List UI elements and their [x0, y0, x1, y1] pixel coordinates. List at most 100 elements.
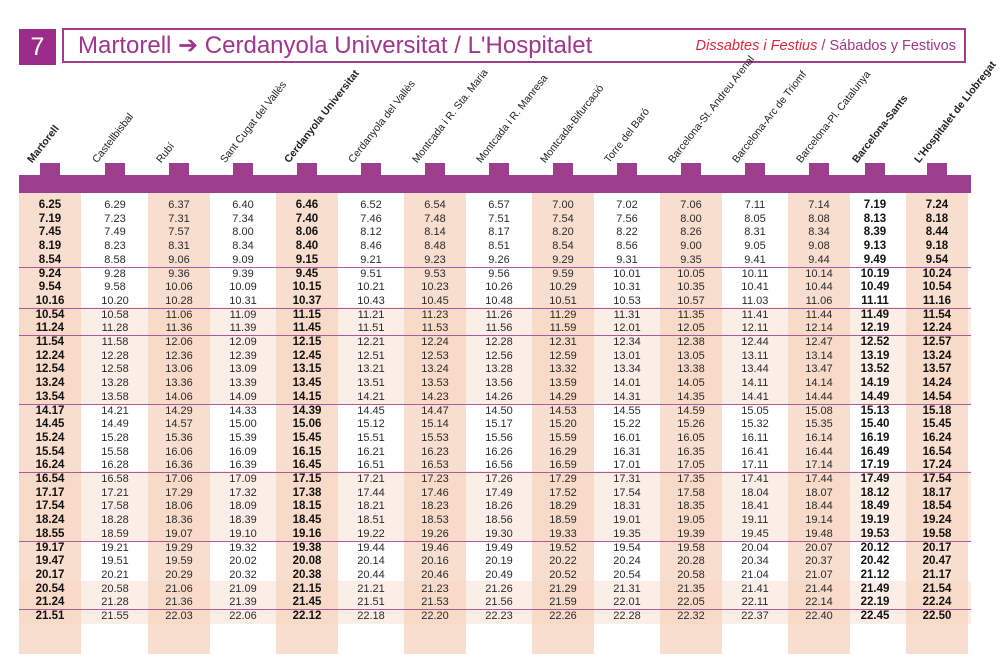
time-cell: 16.44 — [805, 445, 833, 458]
time-cell: 15.13 — [860, 404, 890, 417]
time-cell: 16.21 — [357, 445, 385, 458]
station-header: Castellbisbal — [90, 111, 137, 166]
time-cell: 14.47 — [421, 404, 449, 417]
time-cell: 19.45 — [741, 527, 769, 540]
group-divider — [19, 540, 971, 542]
time-cell: 19.14 — [805, 514, 833, 527]
time-cell: 9.13 — [863, 240, 887, 253]
time-cell: 16.19 — [860, 431, 890, 444]
time-cell: 21.53 — [421, 596, 449, 609]
time-cell: 7.34 — [232, 212, 254, 225]
time-cell: 15.20 — [549, 418, 577, 431]
time-cell: 19.33 — [549, 527, 577, 540]
time-cell: 7.14 — [808, 199, 830, 211]
time-cell: 18.51 — [357, 514, 385, 527]
time-cell: 18.07 — [805, 486, 833, 499]
time-cell: 6.57 — [488, 199, 510, 211]
time-cell: 19.22 — [357, 527, 385, 540]
time-cell: 14.59 — [677, 404, 705, 417]
time-cell: 10.20 — [101, 294, 129, 307]
time-cell: 13.05 — [677, 349, 705, 362]
time-cell: 9.41 — [744, 253, 766, 266]
time-cell: 9.28 — [104, 267, 126, 280]
time-cell: 18.06 — [165, 500, 193, 513]
time-cell: 10.29 — [549, 281, 577, 294]
time-cell: 9.29 — [552, 253, 574, 266]
days-separator: / — [821, 38, 826, 54]
time-cell: 7.48 — [424, 212, 446, 225]
time-cell: 19.26 — [421, 527, 449, 540]
time-cell: 11.54 — [35, 336, 65, 348]
column-shade — [19, 193, 81, 654]
time-cell: 9.39 — [232, 267, 254, 280]
time-cell: 9.05 — [744, 240, 766, 253]
time-cell: 7.45 — [38, 226, 62, 239]
time-cell: 18.54 — [922, 500, 952, 513]
time-cell: 11.58 — [101, 336, 129, 348]
time-cell: 9.35 — [680, 253, 702, 266]
time-cell: 18.36 — [165, 514, 193, 527]
time-cell: 6.52 — [360, 199, 382, 211]
time-cell: 22.26 — [549, 610, 577, 622]
time-cell: 18.28 — [101, 514, 129, 527]
time-cell: 7.56 — [616, 212, 638, 225]
time-cell: 21.35 — [677, 582, 705, 595]
time-cell: 15.45 — [292, 431, 322, 444]
time-cell: 13.59 — [549, 377, 577, 390]
time-cell: 10.24 — [922, 267, 952, 280]
time-cell: 18.26 — [485, 500, 513, 513]
time-cell: 14.19 — [860, 377, 890, 390]
time-cell: 21.31 — [613, 582, 641, 595]
time-cell: 10.53 — [613, 294, 641, 307]
time-cell: 9.21 — [360, 253, 382, 266]
time-cell: 17.46 — [421, 486, 449, 499]
time-cell: 8.56 — [616, 240, 638, 253]
time-cell: 7.19 — [38, 212, 62, 225]
time-cell: 17.21 — [357, 473, 385, 485]
time-cell: 14.39 — [292, 404, 322, 417]
time-cell: 8.08 — [808, 212, 830, 225]
time-cell: 17.58 — [677, 486, 705, 499]
time-cell: 10.58 — [101, 308, 129, 321]
time-cell: 18.44 — [805, 500, 833, 513]
time-cell: 10.44 — [805, 281, 833, 294]
time-cell: 21.28 — [101, 596, 129, 609]
time-cell: 13.51 — [357, 377, 385, 390]
time-cell: 9.53 — [424, 267, 446, 280]
time-cell: 15.32 — [741, 418, 769, 431]
column-shade — [276, 193, 338, 654]
time-cell: 15.58 — [101, 445, 129, 458]
time-cell: 9.56 — [488, 267, 510, 280]
time-cell: 12.36 — [165, 349, 193, 362]
group-divider — [19, 472, 971, 473]
station-header: L'Hospitalet de Llobregat — [912, 59, 999, 166]
time-cell: 22.24 — [922, 596, 952, 609]
station-tab — [233, 163, 253, 176]
time-cell: 21.41 — [741, 582, 769, 595]
time-cell: 8.05 — [744, 212, 766, 225]
time-cell: 13.38 — [677, 363, 705, 376]
time-cell: 14.01 — [613, 377, 641, 390]
time-cell: 10.35 — [677, 281, 705, 294]
time-cell: 20.17 — [35, 568, 65, 581]
time-cell: 21.12 — [860, 568, 890, 581]
time-cell: 16.53 — [421, 459, 449, 472]
time-cell: 10.54 — [35, 308, 65, 321]
time-cell: 21.04 — [741, 568, 769, 581]
time-cell: 11.21 — [357, 308, 385, 321]
time-cell: 19.11 — [741, 514, 769, 527]
time-cell: 9.44 — [808, 253, 830, 266]
time-cell: 9.06 — [168, 253, 190, 266]
time-cell: 21.51 — [35, 610, 65, 622]
time-cell: 20.22 — [549, 555, 577, 568]
time-cell: 10.21 — [357, 281, 385, 294]
time-cell: 18.53 — [421, 514, 449, 527]
column-shade — [148, 193, 210, 654]
time-cell: 10.45 — [421, 294, 449, 307]
time-cell: 12.59 — [549, 349, 577, 362]
time-cell: 9.15 — [295, 253, 319, 266]
time-cell: 19.54 — [613, 541, 641, 554]
time-cell: 11.51 — [357, 322, 385, 335]
time-cell: 11.53 — [421, 322, 449, 335]
time-cell: 13.32 — [549, 363, 577, 376]
